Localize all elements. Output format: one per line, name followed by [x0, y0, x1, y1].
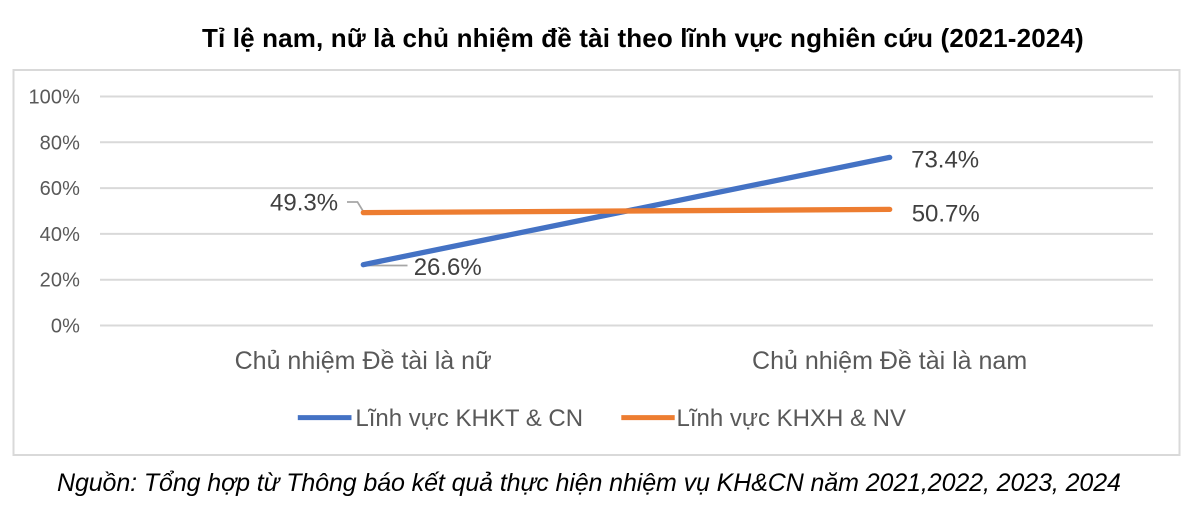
svg-text:20%: 20%: [40, 270, 80, 292]
svg-text:Lĩnh vực KHXH & NV: Lĩnh vực KHXH & NV: [677, 405, 906, 432]
svg-text:60%: 60%: [40, 178, 80, 200]
svg-text:50.7%: 50.7%: [912, 201, 980, 228]
svg-text:0%: 0%: [51, 316, 80, 338]
svg-text:Nguồn: Tổng hợp từ Thông báo k: Nguồn: Tổng hợp từ Thông báo kết quả thự…: [57, 469, 1121, 497]
svg-text:73.4%: 73.4%: [911, 147, 979, 174]
svg-text:80%: 80%: [40, 132, 80, 154]
svg-text:Chủ nhiệm Đề tài là nữ: Chủ nhiệm Đề tài là nữ: [235, 347, 492, 375]
svg-text:Chủ nhiệm Đề tài là nam: Chủ nhiệm Đề tài là nam: [752, 347, 1027, 375]
svg-text:26.6%: 26.6%: [414, 254, 482, 281]
svg-text:49.3%: 49.3%: [270, 189, 338, 216]
svg-text:Lĩnh vực KHKT & CN: Lĩnh vực KHKT & CN: [355, 405, 583, 432]
svg-text:40%: 40%: [40, 224, 80, 246]
svg-text:100%: 100%: [28, 87, 80, 109]
svg-text:Tỉ lệ nam, nữ là chủ nhiệm đề: Tỉ lệ nam, nữ là chủ nhiệm đề tài theo l…: [202, 23, 1084, 53]
